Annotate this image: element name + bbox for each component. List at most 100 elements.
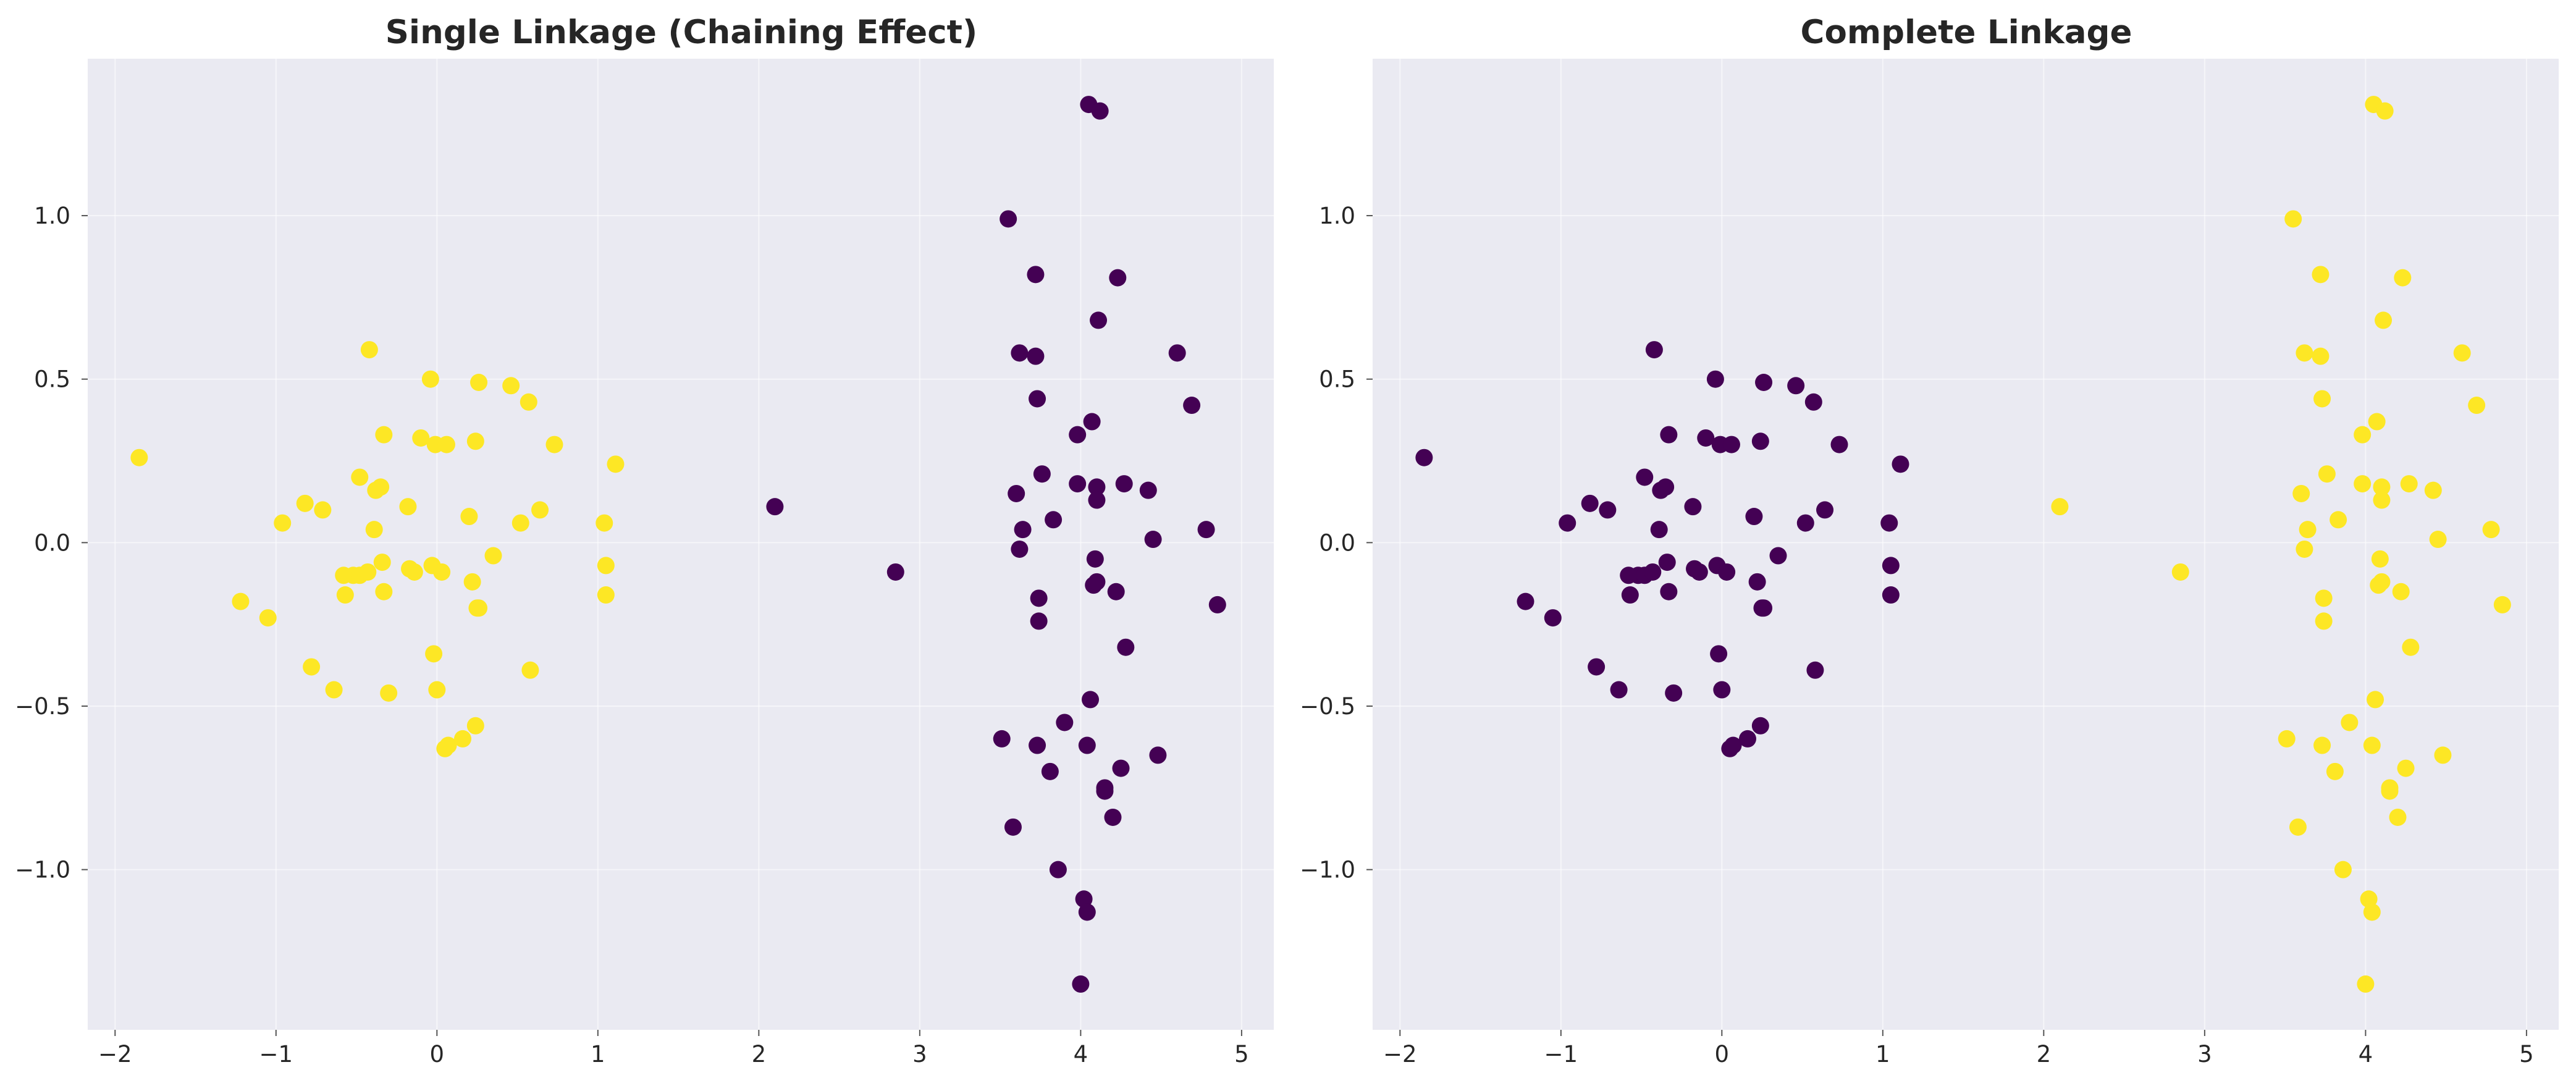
data-point (1745, 508, 1763, 526)
data-point (372, 478, 390, 496)
data-point (1722, 436, 1740, 453)
cluster-a-points (1415, 341, 1909, 757)
data-point (2354, 426, 2372, 444)
data-point (1115, 475, 1133, 493)
data-point (2292, 484, 2310, 502)
data-point (2341, 714, 2359, 731)
data-point (433, 563, 451, 581)
y-tick-label: 0.5 (1319, 366, 1355, 393)
data-point (1029, 390, 1046, 408)
data-point (1415, 449, 1433, 466)
cluster-a-points (130, 341, 625, 757)
data-point (2299, 521, 2317, 539)
data-point (2315, 589, 2333, 607)
data-point (1755, 374, 1773, 391)
y-tick-label: −1.0 (15, 857, 70, 883)
data-point (1008, 484, 1025, 502)
data-point (1751, 717, 1769, 735)
complete-linkage-title: Complete Linkage (1801, 14, 2132, 51)
data-point (1806, 661, 1824, 679)
data-point (2389, 808, 2407, 826)
data-point (2334, 861, 2352, 878)
data-point (1748, 573, 1766, 591)
x-tick-label: 0 (1715, 1041, 1730, 1068)
data-point (484, 547, 502, 565)
data-point (1041, 762, 1059, 780)
x-tick-label: 3 (2197, 1041, 2212, 1068)
data-point (1045, 511, 1063, 529)
x-tick-label: 2 (2037, 1041, 2052, 1068)
data-point (2354, 475, 2372, 493)
cluster-b-points (766, 96, 1226, 993)
x-tick-label: −2 (98, 1041, 132, 1068)
data-point (463, 573, 481, 591)
data-point (1078, 903, 1096, 921)
data-point (2051, 498, 2069, 516)
data-point (1559, 514, 1576, 532)
data-point (1804, 393, 1822, 411)
data-point (466, 717, 484, 735)
data-point (2424, 481, 2442, 499)
data-point (1096, 779, 1114, 797)
data-point (2381, 779, 2399, 797)
data-point (1086, 550, 1104, 568)
data-point (1109, 269, 1127, 287)
data-point (1796, 514, 1814, 532)
data-point (380, 684, 398, 702)
data-point (454, 730, 472, 748)
data-point (1769, 547, 1787, 565)
data-point (1104, 808, 1122, 826)
data-point (2373, 573, 2391, 591)
y-tick-label: −0.5 (1300, 693, 1355, 720)
data-point (1690, 563, 1708, 581)
data-point (1718, 563, 1736, 581)
data-point (303, 658, 321, 676)
data-point (1049, 861, 1067, 878)
data-point (2363, 903, 2381, 921)
data-point (2434, 746, 2452, 764)
data-point (375, 426, 393, 444)
data-point (1882, 586, 1900, 604)
data-point (2371, 550, 2389, 568)
x-tick-label: 0 (430, 1041, 445, 1068)
data-point (1517, 592, 1534, 610)
data-point (1208, 596, 1226, 613)
data-point (1027, 266, 1045, 284)
data-point (2367, 691, 2384, 709)
data-point (2330, 511, 2347, 529)
data-point (1588, 658, 1606, 676)
data-point (2278, 730, 2296, 748)
data-point (1168, 344, 1186, 362)
data-point (2296, 540, 2313, 558)
data-point (1088, 491, 1106, 509)
single-linkage-panel: −2 −1 0 1 2 3 4 5 −1.0 −0.5 0.0 0.5 1.0 Single Linkag… (15, 14, 1274, 1068)
data-point (1713, 681, 1731, 699)
data-point (1088, 573, 1106, 591)
y-tick-label: 1.0 (34, 203, 70, 229)
data-point (1882, 557, 1900, 575)
x-tick-label: 5 (1234, 1041, 1249, 1068)
data-point (2493, 596, 2511, 613)
data-point (1117, 638, 1135, 656)
data-point (1107, 583, 1125, 600)
data-point (365, 521, 383, 539)
data-point (1069, 426, 1087, 444)
data-point (1029, 736, 1046, 754)
data-point (1075, 890, 1093, 908)
data-point (2400, 475, 2418, 493)
data-point (359, 563, 377, 581)
y-tick-label: 0.0 (1319, 529, 1355, 556)
data-point (1004, 818, 1022, 836)
data-point (1112, 759, 1130, 777)
data-point (1665, 684, 1683, 702)
data-point (1710, 645, 1728, 663)
data-point (2468, 397, 2486, 415)
data-point (2394, 269, 2412, 287)
y-tick-label: 1.0 (1319, 203, 1355, 229)
data-point (2453, 344, 2471, 362)
data-point (425, 645, 443, 663)
data-point (360, 341, 378, 359)
x-tick-label: 4 (2359, 1041, 2373, 1068)
data-point (428, 681, 446, 699)
